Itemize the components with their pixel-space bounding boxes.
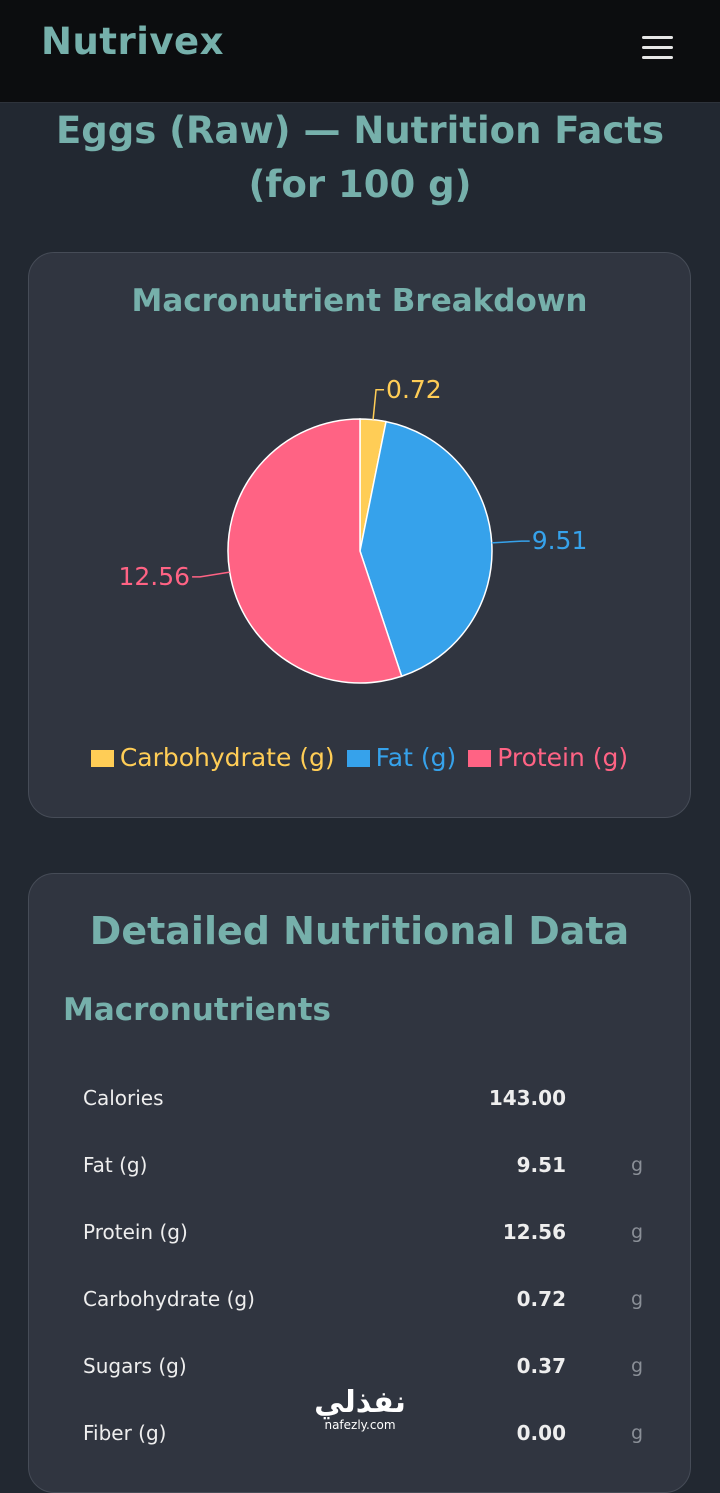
legend-label: Fat (g) [375,743,457,772]
top-navbar: Nutrivex [0,0,720,103]
nutrient-label: Calories [83,1086,164,1110]
pie-label-leader [372,389,385,420]
hamburger-menu-icon[interactable] [640,33,676,63]
watermark-logo: نفذلي nafezly.com [300,1385,420,1433]
nutrient-value: 0.72 [516,1287,566,1311]
chart-title: Macronutrient Breakdown [131,283,588,319]
nutrient-label: Fat (g) [83,1153,148,1177]
nutrient-value: 9.51 [516,1153,566,1177]
nutrient-value: 12.56 [502,1220,566,1244]
nutrient-unit: g [630,1221,643,1243]
legend-item[interactable]: Protein (g) [468,743,628,772]
pie-slice-protein[interactable] [227,418,403,684]
pie-label-leader [491,540,530,544]
nutrient-label: Protein (g) [83,1220,188,1244]
legend-item[interactable]: Carbohydrate (g) [90,743,335,772]
nutrient-unit: g [630,1422,643,1444]
hamburger-bar [642,36,673,39]
table-row: Sugars (g) 0.37 g [83,1346,643,1386]
legend-item[interactable]: Fat (g) [346,743,457,772]
nutrient-label: Sugars (g) [83,1354,187,1378]
nutrient-unit: g [630,1288,643,1310]
table-row: Protein (g) 12.56 g [83,1212,643,1252]
macronutrient-chart-card: Macronutrient Breakdown 0.72 9.51 12.56 Ca… [28,252,691,818]
table-row: Fat (g) 9.51 g [83,1145,643,1185]
nutrient-unit: g [630,1355,643,1377]
chart-legend: Carbohydrate (g) Fat (g) Protein (g) [29,743,690,772]
pie-data-label: 9.51 [532,526,588,555]
details-title: Detailed Nutritional Data [89,909,630,953]
hamburger-bar [642,56,673,59]
nutrient-value: 0.37 [516,1354,566,1378]
nutrient-label: Fiber (g) [83,1421,167,1445]
legend-label: Protein (g) [497,743,629,772]
nutrient-value: 143.00 [488,1086,566,1110]
pie-chart: 0.72 9.51 12.56 [119,375,588,684]
table-row: Calories 143.00 [83,1078,643,1118]
legend-swatch [346,750,370,767]
legend-swatch [90,750,114,767]
hamburger-bar [642,46,673,49]
nutrient-value: 0.00 [516,1421,566,1445]
pie-slice-fat[interactable] [359,420,493,678]
legend-swatch [468,750,492,767]
table-row: Carbohydrate (g) 0.72 g [83,1279,643,1319]
watermark-url: nafezly.com [324,1418,396,1432]
page-title: Eggs (Raw) — Nutrition Facts (for 100 g) [55,109,665,206]
macronutrients-heading: Macronutrients [63,992,331,1028]
watermark-text: نفذلي [314,1385,406,1420]
brand-logo[interactable]: Nutrivex [41,20,225,63]
pie-data-label: 12.56 [119,562,191,591]
nutrient-unit: g [630,1154,643,1176]
pie-data-label: 0.72 [386,375,442,404]
legend-label: Carbohydrate (g) [119,743,335,772]
nutrient-label: Carbohydrate (g) [83,1287,255,1311]
nutrition-details-card: Detailed Nutritional Data Macronutrients… [28,873,691,1493]
pie-label-leader [192,571,230,578]
